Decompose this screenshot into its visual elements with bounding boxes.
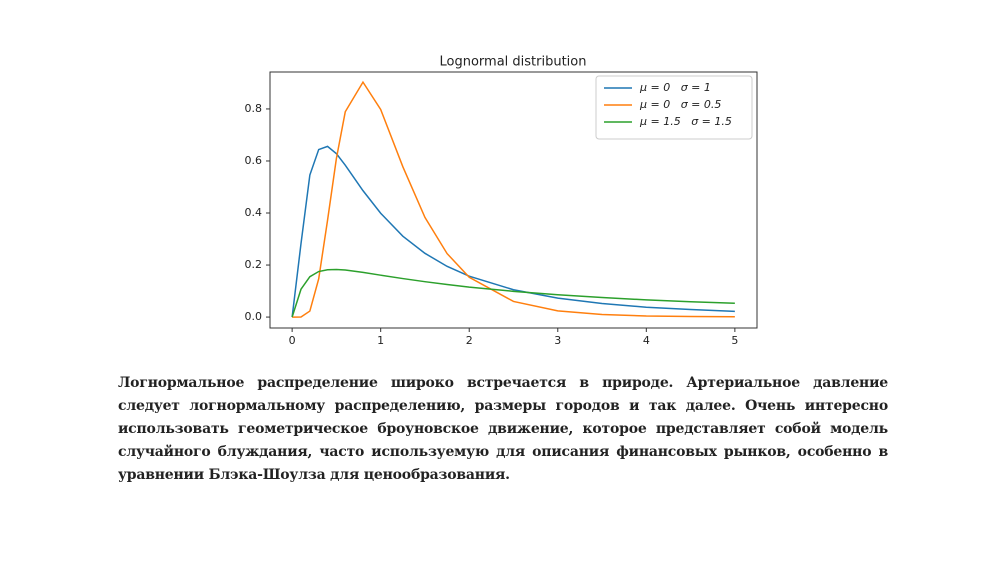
x-tick-label: 4 (643, 334, 650, 347)
x-tick-label: 2 (466, 334, 473, 347)
chart-title: Lognormal distribution (440, 55, 587, 70)
legend-label: μ = 1.5 σ = 1.5 (639, 115, 732, 128)
y-tick-label: 0.2 (245, 258, 263, 271)
y-tick-label: 0.4 (245, 206, 263, 219)
x-tick-label: 3 (554, 334, 561, 347)
legend-label: μ = 0 σ = 1 (639, 81, 711, 94)
chart: Lognormal distribution 0 1 2 3 4 5 0.0 0.2 0.4 0.… (245, 55, 758, 347)
y-tick-label: 0.0 (245, 310, 263, 323)
series-line (291, 268, 735, 318)
legend-label: μ = 0 σ = 0.5 (639, 98, 721, 111)
x-tick-label: 5 (731, 334, 738, 347)
x-tick-label: 1 (377, 334, 384, 347)
y-tick-label: 0.8 (245, 102, 263, 115)
series-line (291, 145, 735, 318)
plot-frame (269, 71, 758, 329)
paragraph: Логнормальное распределение широко встре… (118, 375, 888, 483)
x-tick-label: 0 (289, 334, 296, 347)
y-tick-label: 0.6 (245, 154, 263, 167)
series-line (292, 80, 735, 318)
legend-box (595, 75, 753, 140)
